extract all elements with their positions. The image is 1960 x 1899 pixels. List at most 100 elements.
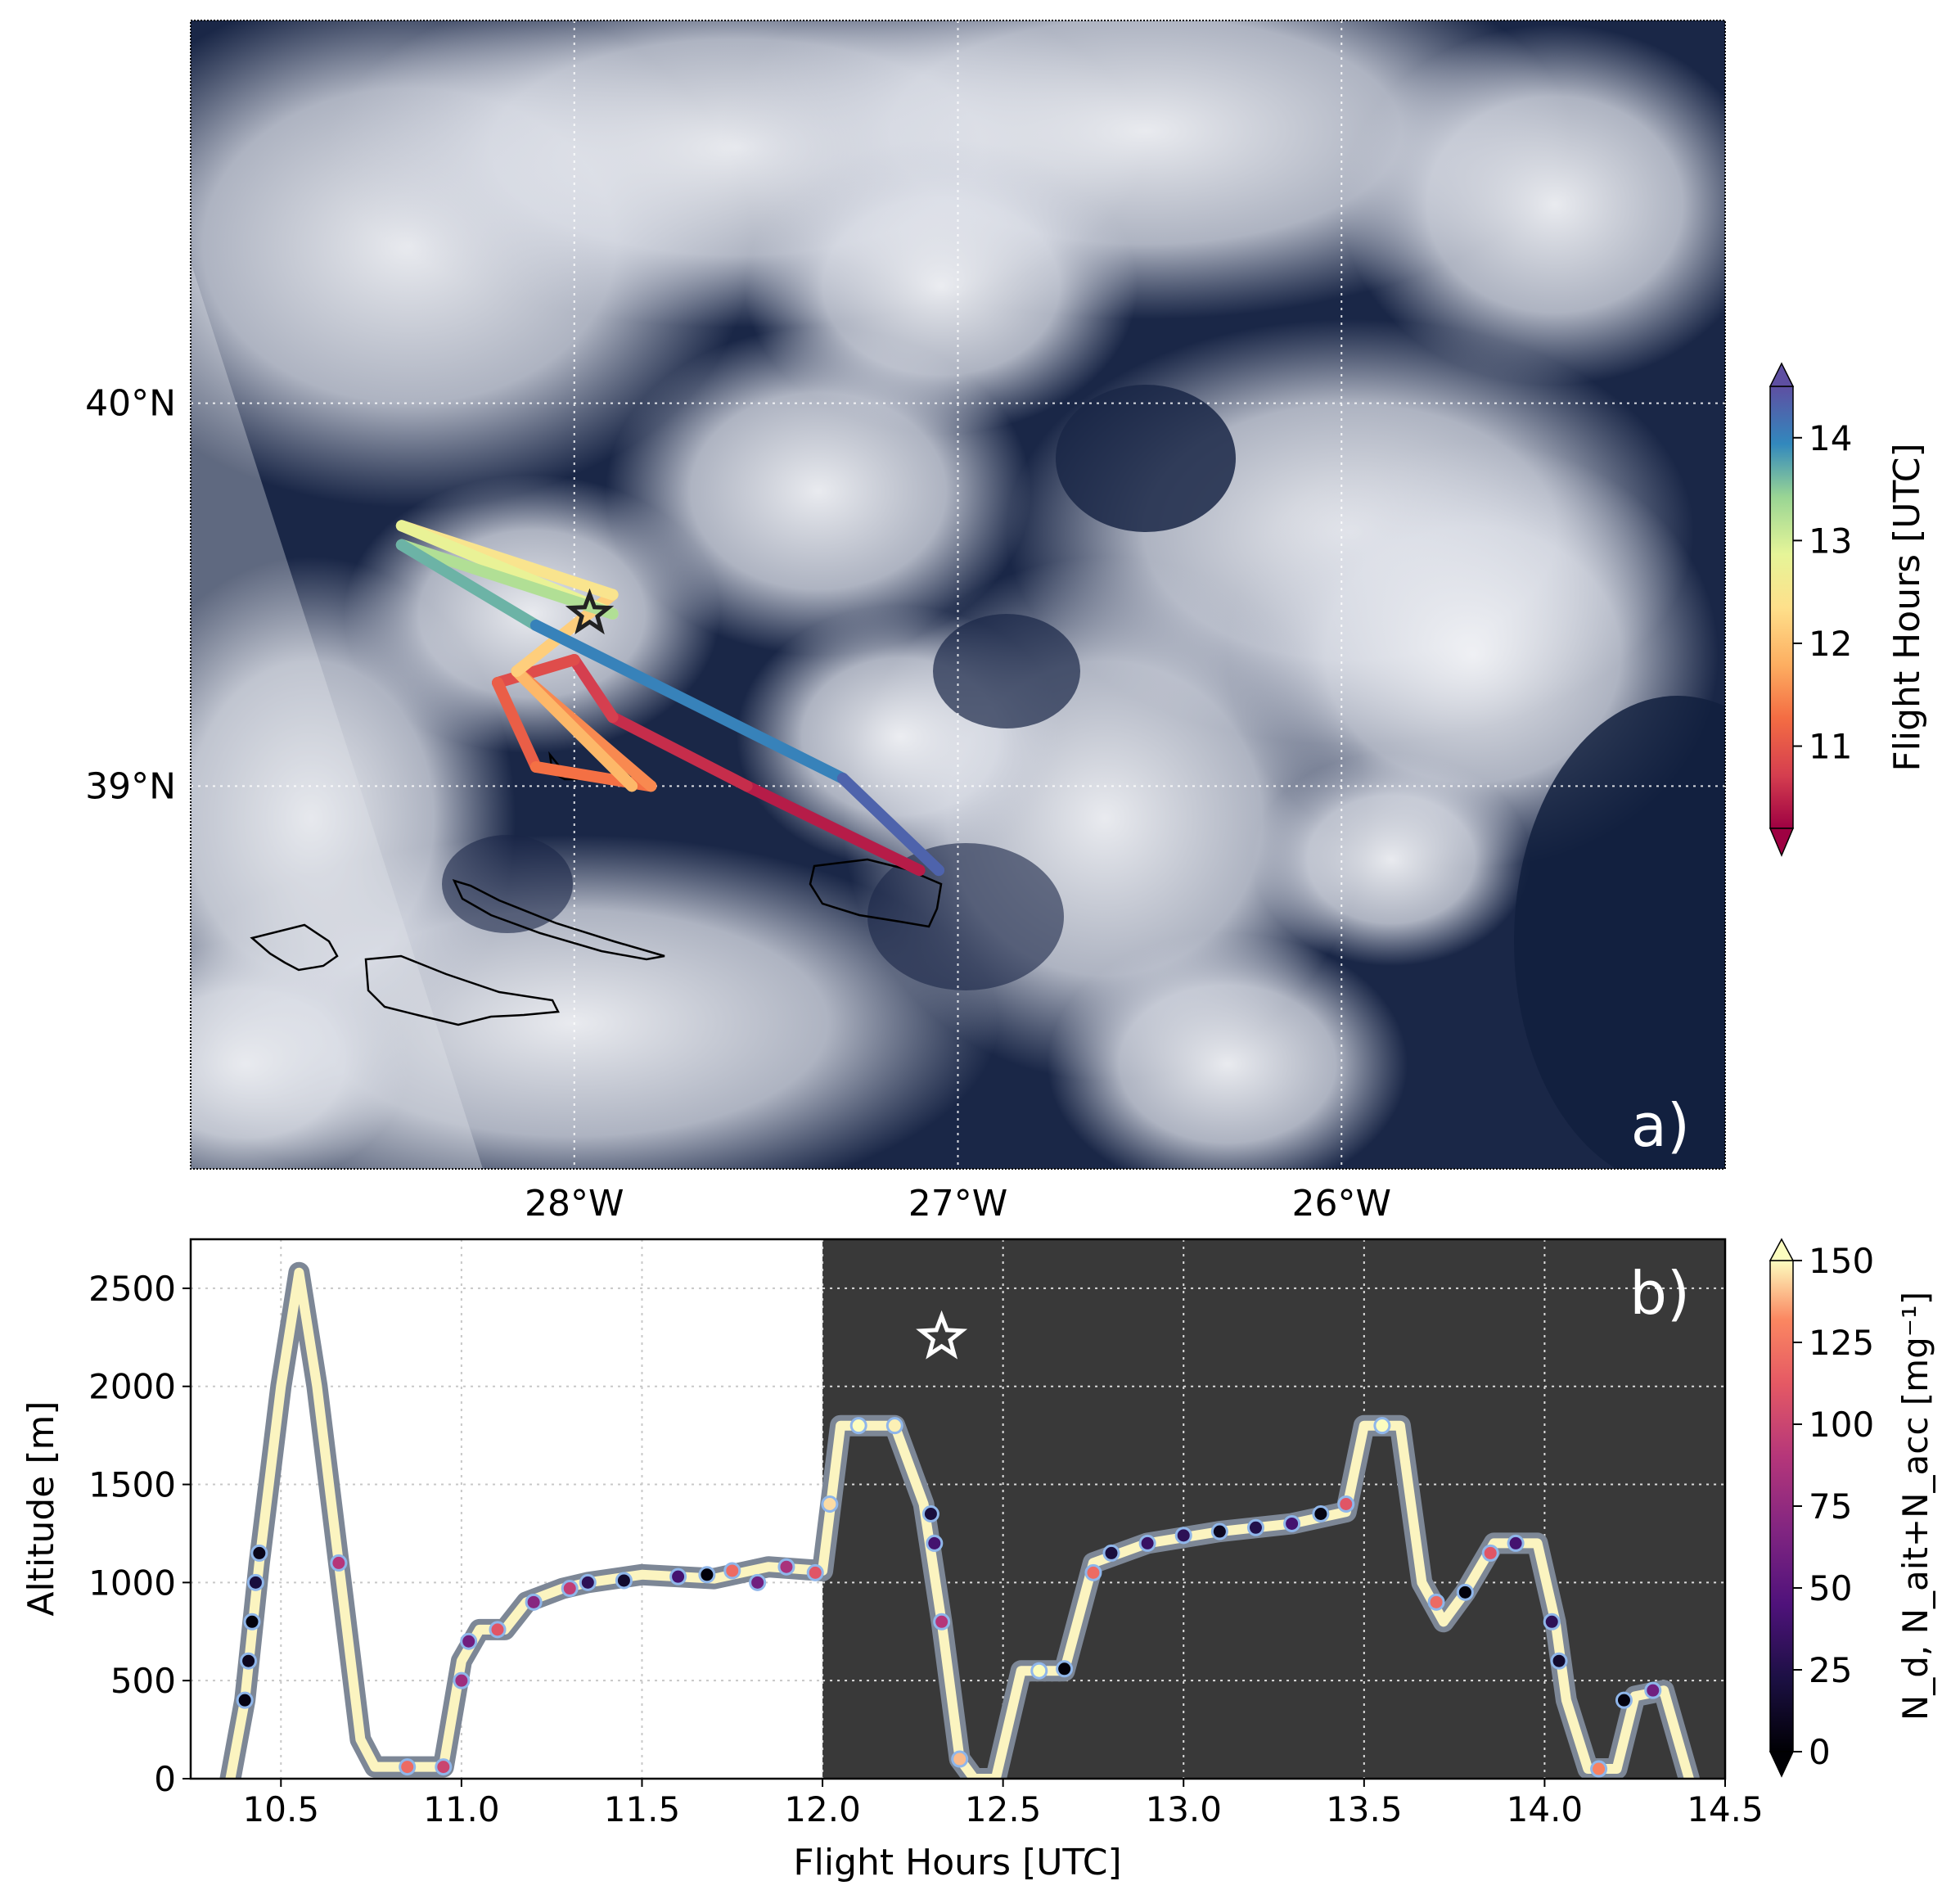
concentration-colorbar-tick-label: 100: [1809, 1405, 1874, 1445]
island-outline-pico: [364, 954, 560, 1026]
measurement-point: [489, 1621, 507, 1639]
altitude-star-marker: [916, 1310, 968, 1360]
measurement-point: [453, 1671, 471, 1689]
map-panel: a) 28°W 27°W 26°W 39°N 40°N: [85, 20, 1726, 1225]
concentration-colorbar-tick-label: 50: [1809, 1568, 1852, 1608]
altitude-y-tick-label: 2500: [88, 1269, 176, 1309]
altitude-x-tick-label: 14.5: [1687, 1789, 1764, 1829]
measurement-point: [723, 1562, 741, 1580]
altitude-y-tick-label: 0: [154, 1759, 176, 1799]
altitude-frame: [189, 1238, 1727, 1780]
island-outline-sao-jorge: [452, 879, 665, 961]
concentration-colorbar: 0 25 50 75 100 125 150 N_d, N_ait+N_acc [mg⁻¹]: [1769, 1238, 1935, 1778]
flight-hours-colorbar-label: Flight Hours [UTC]: [1886, 443, 1928, 771]
measurement-point: [1507, 1534, 1525, 1552]
measurement-point: [399, 1758, 417, 1776]
measurement-point: [1550, 1652, 1568, 1670]
concentration-colorbar-tick-label: 75: [1809, 1486, 1852, 1527]
altitude-x-tick-label: 14.0: [1507, 1789, 1584, 1829]
flight-hours-colorbar-tick-label: 11: [1809, 727, 1852, 767]
concentration-colorbar-bar: [1769, 1260, 1794, 1752]
measurement-point: [1030, 1662, 1048, 1680]
map-star-marker: [565, 588, 615, 635]
measurement-point: [1644, 1681, 1662, 1699]
measurement-point: [1174, 1527, 1192, 1545]
measurement-point: [1210, 1522, 1228, 1540]
map-gridlines: [191, 20, 1725, 1169]
map-track-segment: [395, 539, 619, 620]
flight-hours-colorbar-bar: [1769, 386, 1794, 829]
measurement-point: [849, 1417, 867, 1435]
measurement-point: [806, 1563, 824, 1581]
measurement-point: [1427, 1593, 1445, 1611]
altitude-x-tick-label: 13.5: [1326, 1789, 1403, 1829]
measurement-point: [330, 1554, 348, 1572]
altitude-x-tick-label: 12.0: [784, 1789, 861, 1829]
measurement-point: [1283, 1514, 1301, 1532]
flight-hours-colorbar-tick-label: 12: [1809, 624, 1852, 664]
measurement-point: [698, 1566, 716, 1584]
altitude-measurement-points: [236, 1417, 1662, 1778]
altitude-y-tick-label: 1500: [88, 1465, 176, 1505]
altitude-x-tick-label: 13.0: [1145, 1789, 1222, 1829]
measurement-point: [669, 1567, 687, 1586]
altitude-x-axis-label: Flight Hours [UTC]: [793, 1842, 1121, 1883]
map-flight-track: [395, 520, 945, 877]
measurement-point: [1312, 1504, 1330, 1522]
flight-hours-colorbar-tick-label: 14: [1809, 418, 1852, 458]
measurement-point: [1084, 1563, 1102, 1581]
concentration-colorbar-label: N_d, N_ait+N_acc [mg⁻¹]: [1895, 1292, 1935, 1721]
map-track-segment: [606, 711, 753, 792]
concentration-colorbar-tick-label: 150: [1809, 1241, 1874, 1281]
altitude-x-tick-label: 12.5: [965, 1789, 1042, 1829]
map-track-segment: [741, 780, 926, 877]
map-track-segment: [529, 619, 849, 784]
measurement-point: [246, 1573, 264, 1591]
measurement-point: [1373, 1417, 1391, 1435]
flight-hours-colorbar-max-extend: [1769, 362, 1795, 387]
concentration-colorbar-max-extend: [1769, 1238, 1795, 1261]
concentration-colorbar-min-extend: [1769, 1751, 1795, 1778]
map-track-segment: [568, 654, 619, 724]
measurement-point: [243, 1613, 261, 1631]
measurement-point: [561, 1580, 579, 1598]
altitude-y-tick-label: 500: [110, 1661, 176, 1701]
measurement-point: [777, 1558, 795, 1576]
altitude-panel-label: b): [1629, 1259, 1690, 1328]
measurement-point: [885, 1417, 903, 1435]
measurement-point: [1456, 1583, 1474, 1601]
altitude-flight-profile: [225, 1267, 1694, 1779]
altitude-x-tick-label: 11.5: [604, 1789, 681, 1829]
map-track-segment: [511, 665, 638, 792]
map-y-tick-label: 40°N: [85, 383, 176, 425]
measurement-point: [236, 1691, 254, 1709]
measurement-point: [1590, 1760, 1608, 1778]
map-track-segment: [492, 654, 580, 689]
flight-hours-colorbar: 11 12 13 14 Flight Hours [UTC]: [1769, 362, 1928, 857]
concentration-colorbar-tick-label: 125: [1809, 1323, 1874, 1363]
altitude-x-tick-label: 11.0: [423, 1789, 500, 1829]
measurement-point: [926, 1534, 944, 1552]
measurement-point: [240, 1652, 258, 1670]
measurement-point: [749, 1573, 767, 1591]
measurement-point: [1138, 1534, 1156, 1552]
map-x-tick-label: 26°W: [1292, 1183, 1392, 1225]
concentration-colorbar-tick-label: 0: [1809, 1732, 1831, 1772]
measurement-point: [1056, 1660, 1074, 1678]
altitude-y-tick-label: 2000: [88, 1367, 176, 1407]
altitude-y-axis-label: Altitude [m]: [20, 1401, 62, 1616]
measurement-point: [821, 1495, 839, 1513]
map-x-tick-label: 28°W: [525, 1183, 624, 1225]
altitude-axis-ticks: 10.5 11.0 11.5 12.0 12.5 13.0 13.5 14.0 14.5 0 500…: [88, 1269, 1764, 1829]
measurement-point: [951, 1750, 969, 1768]
measurement-point: [435, 1758, 453, 1776]
flight-hours-colorbar-tick-label: 13: [1809, 521, 1852, 561]
measurement-point: [615, 1572, 633, 1590]
altitude-y-tick-label: 1000: [88, 1563, 176, 1603]
island-outline-faial: [250, 923, 339, 972]
altitude-x-tick-label: 10.5: [243, 1789, 320, 1829]
measurement-point: [525, 1593, 543, 1611]
altitude-panel: b) 10.5 11.0 11.5 12.0 12.5 13.0 13.5 14.0 14.5 0…: [20, 1238, 1764, 1883]
map-panel-label: a): [1631, 1091, 1690, 1160]
